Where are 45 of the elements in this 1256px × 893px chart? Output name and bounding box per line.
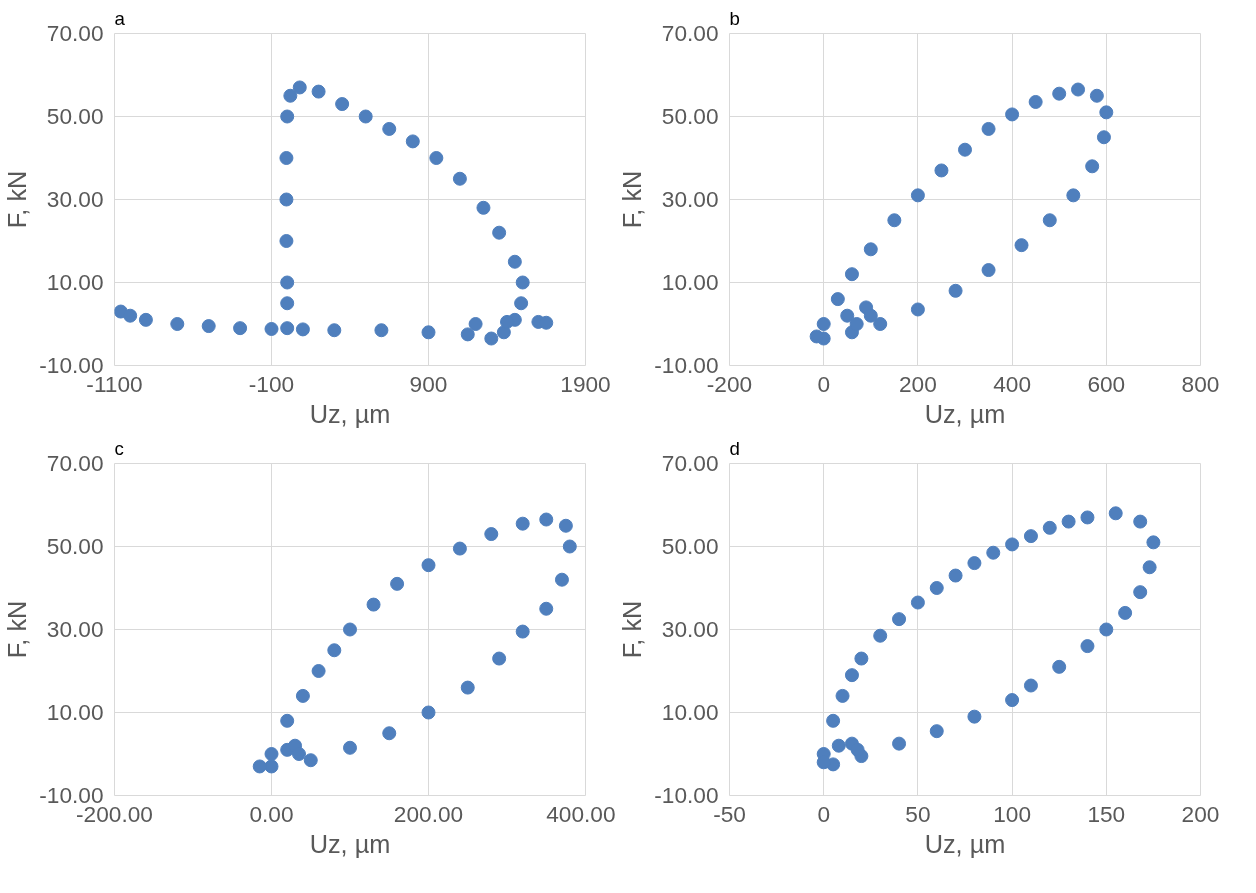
chart-title: b [729,7,740,29]
y-tick-label: 50.00 [46,533,104,559]
x-tick-label: 50 [905,800,931,827]
y-tick-label: 30.00 [661,616,719,642]
chart-title: d [729,437,740,459]
y-tick-label: -10.00 [654,782,719,808]
y-axis-title: F, kN [3,170,32,229]
y-tick-label: 70.00 [46,20,104,46]
y-tick-label: 10.00 [46,269,104,295]
x-tick-label: 600 [1087,370,1126,397]
y-tick-label: 30.00 [46,186,104,212]
y-tick-label: 10.00 [661,699,719,725]
x-tick-label: 800 [1181,370,1220,397]
x-tick-label: 400 [993,370,1032,397]
x-axis-title: Uz, µm [924,829,1006,858]
y-tick-label: 70.00 [661,20,719,46]
y-tick-label: 50.00 [661,103,719,129]
y-tick-label: 30.00 [46,616,104,642]
x-tick-label: 1900 [560,370,611,397]
chart-title: c [114,437,124,459]
x-tick-label: 0 [817,370,831,397]
x-axis-title: Uz, µm [924,399,1006,428]
y-axis-title: F, kN [618,600,647,659]
y-tick-label: 30.00 [661,186,719,212]
x-tick-label: 200.00 [393,800,464,827]
x-tick-label: 200 [1181,800,1220,827]
x-tick-label: 200 [899,370,937,397]
chart-title: a [114,7,126,29]
y-tick-label: 10.00 [661,269,719,295]
x-tick-label: 400.00 [546,800,616,827]
x-tick-label: 0 [817,800,831,827]
y-tick-label: 10.00 [46,699,104,725]
y-tick-label: 50.00 [46,103,104,129]
x-axis-title: Uz, µm [309,399,391,428]
x-axis-title: Uz, µm [309,829,391,858]
y-axis-title: F, kN [3,600,32,659]
x-tick-label: 100 [993,800,1032,827]
x-tick-label: -100 [248,370,295,397]
y-tick-label: 70.00 [661,450,719,476]
x-tick-label: 150 [1087,800,1126,827]
x-tick-label: 0.00 [249,800,294,827]
y-tick-label: 70.00 [46,450,104,476]
y-tick-label: 50.00 [661,533,719,559]
y-axis-title: F, kN [618,170,647,229]
x-tick-label: 900 [409,370,448,397]
